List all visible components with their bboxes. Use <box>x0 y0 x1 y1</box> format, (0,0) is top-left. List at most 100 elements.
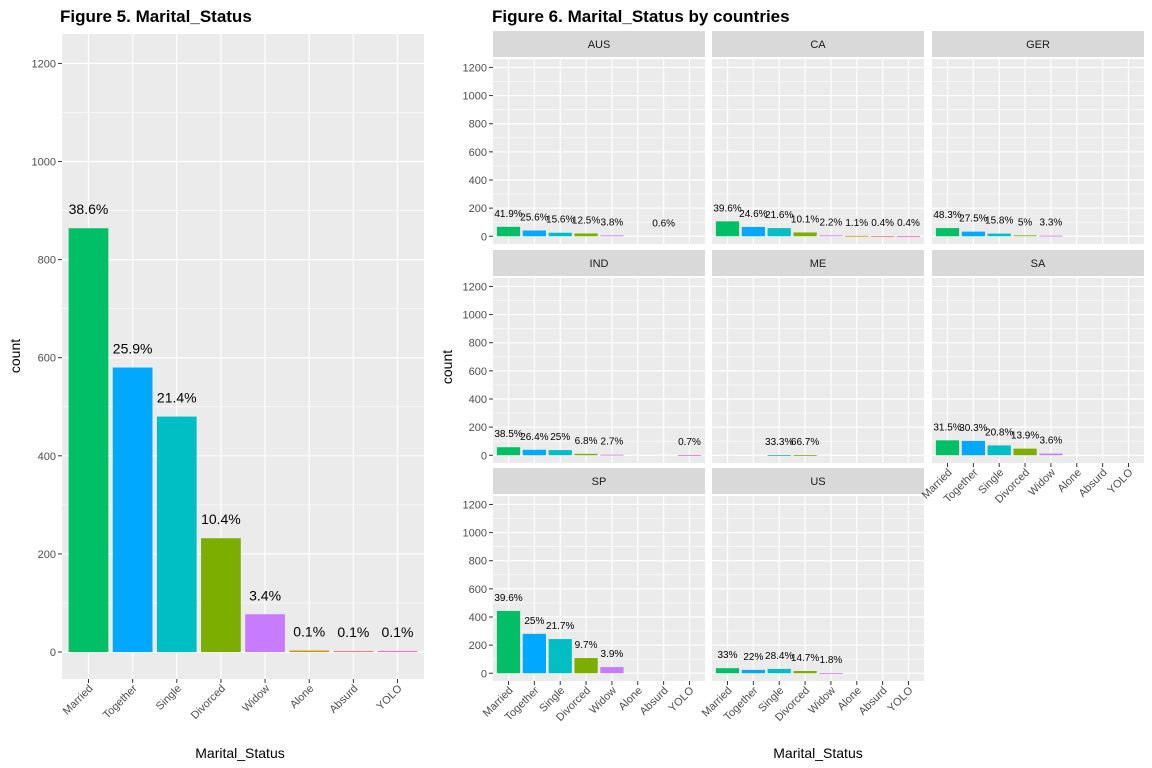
figure6-y-axis-title: count <box>439 350 455 384</box>
fig6-ind-y-tick-label: 400 <box>469 394 487 406</box>
fig6-ind-data-label-yolo: 0.7% <box>678 437 701 448</box>
fig6-sa-data-label-together: 30.3% <box>959 423 987 434</box>
fig6-ger-data-label-married: 48.3% <box>933 210 961 221</box>
fig6-ind-bar-widow <box>600 454 624 456</box>
fig6-sa-data-label-single: 20.8% <box>985 427 1013 438</box>
fig6-us-data-label-single: 28.4% <box>765 651 793 662</box>
fig6-me-data-label-divorced: 66.7% <box>791 437 819 448</box>
fig6-sa-bar-divorced <box>1013 448 1037 456</box>
fig6-us-data-label-together: 22% <box>743 652 763 663</box>
fig6-ca-bar-married <box>715 221 740 237</box>
fig6-ca-bar-yolo <box>896 236 921 237</box>
fig5-y-tick-label: 400 <box>38 451 56 463</box>
fig6-us-x-tick-label-absurd: Absurd <box>857 685 890 718</box>
fig6-me-bar-divorced <box>793 454 817 456</box>
fig6-me-bar-single <box>767 455 791 456</box>
fig6-aus-data-label-together: 25.6% <box>520 212 548 223</box>
fig6-us-x-tick-label-yolo: YOLO <box>886 684 916 714</box>
fig6-ind-y-tick-label: 600 <box>469 366 487 378</box>
fig5-data-label-alone: 0.1% <box>293 624 325 640</box>
fig6-sp-y-tick-label: 1200 <box>463 499 487 511</box>
fig6-sp-y-tick-label: 0 <box>481 668 487 680</box>
fig6-ind-data-label-married: 38.5% <box>494 429 522 440</box>
fig6-us-data-label-widow: 1.8% <box>820 655 843 666</box>
fig6-sa-strip-bg <box>932 250 1144 276</box>
fig6-sa-data-label-married: 31.5% <box>933 422 961 433</box>
fig5-data-label-together: 25.9% <box>113 341 153 357</box>
fig6-sa-strip-label: SA <box>1031 258 1046 270</box>
fig6-sa-bar-single <box>987 445 1011 456</box>
fig6-sp-strip-label: SP <box>592 476 607 488</box>
fig6-ca-bar-single <box>767 228 791 237</box>
fig6-aus-bar-divorced <box>574 233 598 237</box>
fig6-aus-bar-widow <box>600 235 624 237</box>
fig5-data-label-yolo: 0.1% <box>382 624 414 640</box>
fig6-sa-x-tick-label-absurd: Absurd <box>1077 467 1110 500</box>
fig6-ind-data-label-single: 25% <box>550 432 570 443</box>
gridlines <box>58 34 1144 685</box>
fig5-x-tick-label-yolo: YOLO <box>375 682 405 712</box>
fig6-ind-y-tick-label: 200 <box>469 422 487 434</box>
fig6-me-strip-label: ME <box>810 258 827 270</box>
fig6-ind-y-tick-label: 800 <box>469 338 487 350</box>
fig5-x-tick-label-married: Married <box>61 683 96 718</box>
fig6-ca-bar-absurd <box>871 236 895 237</box>
fig6-aus-strip-label: AUS <box>588 39 611 51</box>
fig6-us-bar-single <box>767 668 791 674</box>
fig6-ca-data-label-absurd: 0.4% <box>871 218 894 229</box>
fig6-us-data-label-divorced: 14.7% <box>791 653 819 664</box>
fig5-bar-alone <box>289 650 330 653</box>
fig6-sa-bar-married <box>935 440 960 456</box>
fig6-ind-bar-yolo <box>677 455 702 456</box>
fig6-aus-data-label-widow: 3.8% <box>601 217 624 228</box>
fig5-bar-yolo <box>377 651 418 653</box>
fig6-us-data-label-married: 33% <box>718 650 738 661</box>
fig6-ind-strip-label: IND <box>590 258 609 270</box>
fig6-ger-data-label-single: 15.8% <box>985 216 1013 227</box>
fig6-us-bar-together <box>741 669 765 674</box>
fig6-us-bar-widow <box>819 672 843 674</box>
fig6-ca-bar-together <box>741 226 765 237</box>
fig6-aus-data-label-divorced: 12.5% <box>572 215 600 226</box>
fig6-us-strip-label: US <box>810 476 825 488</box>
fig6-sp-y-tick-label: 800 <box>469 556 487 568</box>
fig6-ca-data-label-divorced: 10.1% <box>791 214 819 225</box>
fig5-y-tick-label: 200 <box>38 549 56 561</box>
fig6-sp-x-tick-label-absurd: Absurd <box>638 685 671 718</box>
fig6-sp-strip-bg <box>493 468 705 494</box>
fig6-sa-bar-together <box>961 440 985 456</box>
fig5-y-tick-label: 0 <box>50 647 56 659</box>
fig5-data-label-married: 38.6% <box>69 201 109 217</box>
fig6-ca-data-label-yolo: 0.4% <box>897 218 920 229</box>
fig6-aus-data-label-absurd: 0.6% <box>652 218 675 229</box>
fig5-x-tick-label-single: Single <box>154 683 184 713</box>
fig6-ca-bar-widow <box>819 235 843 237</box>
fig5-bar-together <box>112 367 153 653</box>
fig6-sp-y-tick-label: 1000 <box>463 528 487 540</box>
fig6-sp-data-label-divorced: 9.7% <box>575 640 598 651</box>
fig6-ca-data-label-married: 39.6% <box>713 203 741 214</box>
fig6-ger-bar-married <box>935 228 960 237</box>
fig6-sa-bar-widow <box>1039 453 1063 456</box>
fig6-ger-data-label-widow: 3.3% <box>1040 218 1063 229</box>
fig5-x-tick-label-widow: Widow <box>240 683 272 715</box>
fig6-ger-bar-divorced <box>1013 235 1037 237</box>
fig5-y-tick-label: 800 <box>38 255 56 267</box>
fig6-ind-bar-divorced <box>574 453 598 456</box>
fig6-me-strip-bg <box>712 250 924 276</box>
fig6-us-strip-bg <box>712 468 924 494</box>
fig6-aus-y-tick-label: 800 <box>469 119 487 131</box>
fig6-ca-bar-divorced <box>793 232 817 237</box>
figure5-x-axis-title: Marital_Status <box>195 745 284 761</box>
fig6-us-bar-divorced <box>793 671 817 674</box>
fig5-bar-divorced <box>201 538 241 653</box>
fig6-us-bar-married <box>715 668 740 674</box>
fig6-sp-x-tick-label-yolo: YOLO <box>667 684 697 714</box>
fig5-y-tick-label: 600 <box>38 353 56 365</box>
fig6-aus-bar-single <box>548 232 572 237</box>
fig6-sa-x-tick-label-widow: Widow <box>1026 467 1058 499</box>
fig6-sp-bar-married <box>496 610 521 674</box>
fig6-ind-y-tick-label: 1200 <box>463 281 487 293</box>
fig6-ca-data-label-widow: 2.2% <box>820 217 843 228</box>
fig5-data-label-absurd: 0.1% <box>337 624 369 640</box>
